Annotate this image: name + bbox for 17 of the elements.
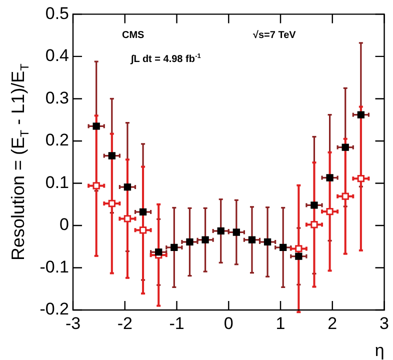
y-tick-label: 0.2 xyxy=(45,130,69,150)
x-tick-label: 1 xyxy=(276,314,286,333)
y-tick-label: 0.3 xyxy=(45,88,69,108)
y-tick-label: 0.1 xyxy=(45,172,69,192)
annotation: CMS xyxy=(122,30,145,42)
x-tick-label: -1 xyxy=(169,314,184,333)
y-tick-label: 0.4 xyxy=(45,46,69,66)
x-tick-label: 3 xyxy=(380,314,390,333)
y-tick-label: 0 xyxy=(60,215,69,234)
y-tick-label: -0.1 xyxy=(40,257,69,276)
x-tick-label: 0 xyxy=(224,314,234,333)
x-axis-title: η xyxy=(374,341,384,360)
y-axis-title: Resolution = (ET - L1)/ET xyxy=(8,64,32,261)
annotation: √s=7 TeV xyxy=(253,30,296,42)
x-tick-label: -2 xyxy=(117,314,132,333)
y-tick-label: 0.5 xyxy=(45,4,69,23)
x-tick-label: 2 xyxy=(328,314,338,333)
